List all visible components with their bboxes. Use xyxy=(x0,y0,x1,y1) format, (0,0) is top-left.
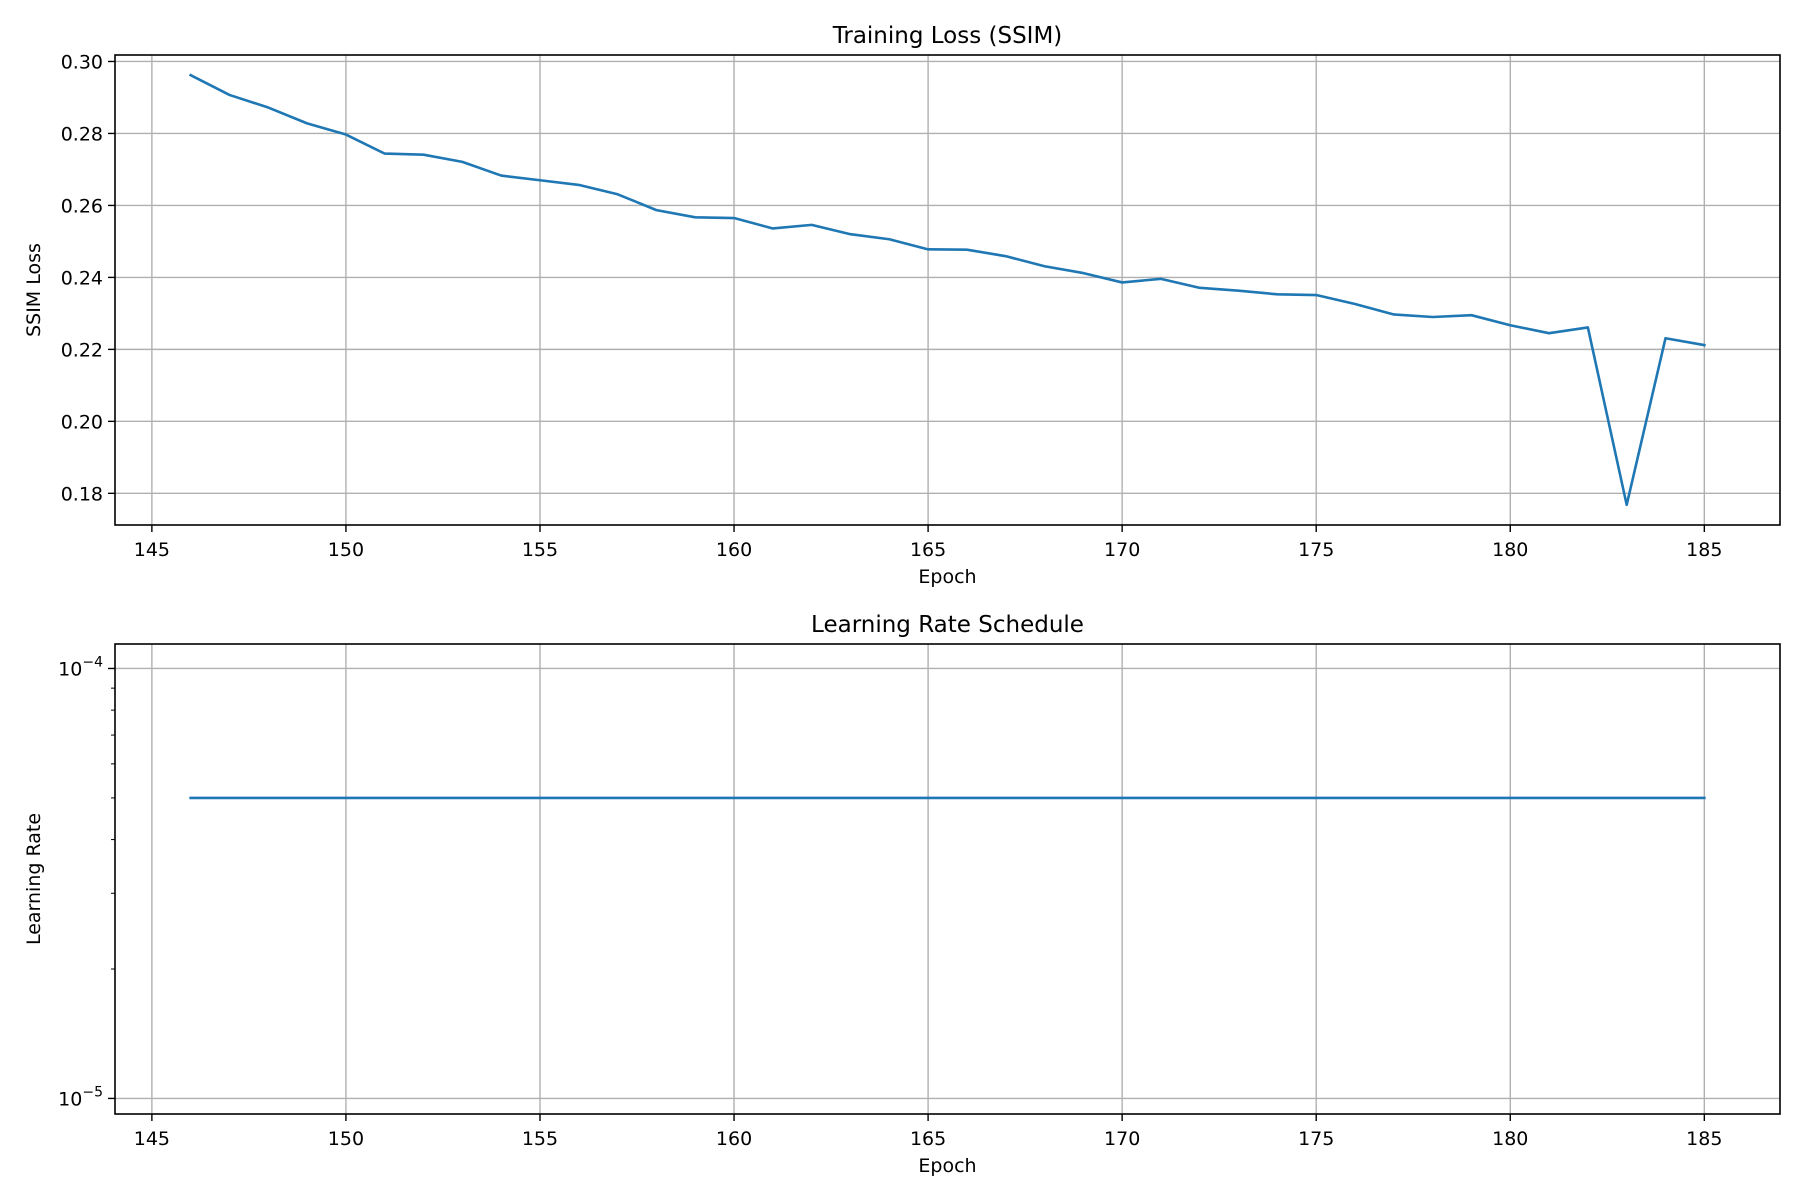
x-tick-label: 185 xyxy=(1686,539,1722,561)
y-tick-label: 0.22 xyxy=(61,339,103,361)
x-axis-label: Epoch xyxy=(918,566,976,588)
x-tick-label: 175 xyxy=(1298,539,1334,561)
y-tick-label: 10−4 xyxy=(58,654,103,680)
x-tick-label: 155 xyxy=(522,1128,558,1150)
x-tick-label: 145 xyxy=(134,539,170,561)
y-axis-label: Learning Rate xyxy=(23,813,45,945)
plot-frame xyxy=(114,643,1781,1115)
x-tick-label: 185 xyxy=(1686,1128,1722,1150)
x-tick-label: 175 xyxy=(1298,1128,1334,1150)
y-tick-label: 10−5 xyxy=(58,1084,103,1110)
series-line-1 xyxy=(188,73,1706,507)
y-tick-label: 0.28 xyxy=(61,123,103,145)
chart-title: Training Loss (SSIM) xyxy=(832,23,1063,49)
y-tick-label: 0.26 xyxy=(61,195,103,217)
y-tick-label: 0.18 xyxy=(61,483,103,505)
x-tick-label: 155 xyxy=(522,539,558,561)
y-tick-label: 0.20 xyxy=(61,411,103,433)
y-axis-label: SSIM Loss xyxy=(23,243,45,337)
x-tick-label: 150 xyxy=(328,539,364,561)
y-tick-label: 0.24 xyxy=(61,267,103,289)
y-tick-label-exponent: −4 xyxy=(82,654,103,670)
x-axis-label: Epoch xyxy=(918,1155,976,1177)
y-tick-label-exponent: −5 xyxy=(82,1084,103,1100)
x-tick-label: 180 xyxy=(1492,1128,1528,1150)
x-tick-label: 150 xyxy=(328,1128,364,1150)
chart-title: Learning Rate Schedule xyxy=(811,612,1084,638)
x-tick-label: 160 xyxy=(716,1128,752,1150)
x-tick-label: 165 xyxy=(910,539,946,561)
x-tick-label: 165 xyxy=(910,1128,946,1150)
x-tick-label: 170 xyxy=(1104,1128,1140,1150)
chart-panel-1: 145 150 155 160 165 170 175 180 185 0.18 0.20 0.22 0… xyxy=(23,23,1781,588)
y-tick-label: 0.30 xyxy=(61,51,103,73)
y-tick-label-base: 10 xyxy=(58,658,82,680)
plot-frame xyxy=(114,54,1781,526)
x-tick-label: 170 xyxy=(1104,539,1140,561)
chart-panel-2: 145 150 155 160 165 170 175 180 18510−510−4Learn… xyxy=(23,612,1781,1177)
x-tick-label: 145 xyxy=(134,1128,170,1150)
x-tick-label: 160 xyxy=(716,539,752,561)
y-tick-label-base: 10 xyxy=(58,1088,82,1110)
x-tick-label: 180 xyxy=(1492,539,1528,561)
